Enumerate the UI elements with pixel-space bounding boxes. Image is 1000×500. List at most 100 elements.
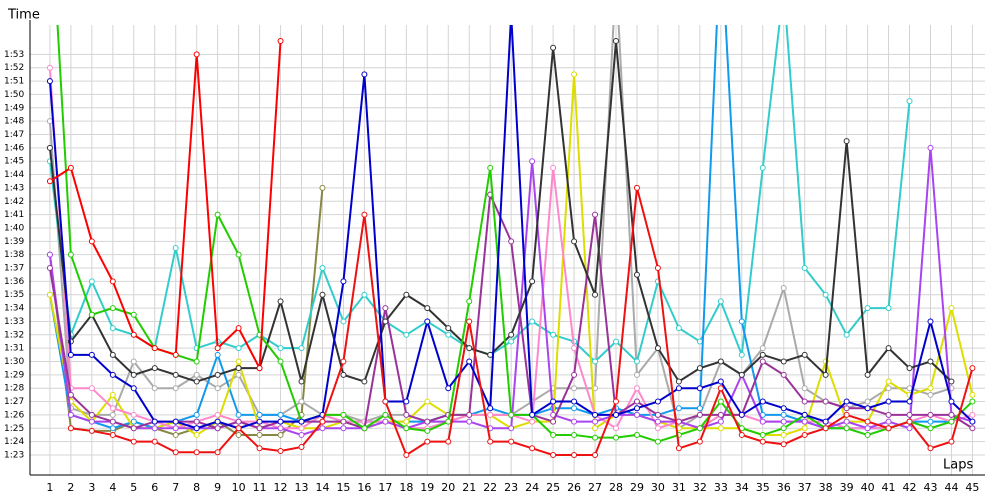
point — [759, 438, 766, 445]
point — [130, 331, 137, 338]
point — [696, 425, 703, 432]
point — [277, 358, 284, 365]
point — [675, 378, 682, 385]
x-tick-label: 5 — [130, 481, 137, 494]
point — [927, 358, 934, 365]
point — [277, 345, 284, 352]
series-line — [48, 25, 952, 430]
y-tick-label: 1:50 — [4, 90, 24, 100]
point — [256, 445, 263, 452]
point — [592, 418, 599, 425]
point — [487, 411, 494, 418]
point — [885, 378, 892, 385]
point — [193, 449, 200, 456]
point — [529, 278, 536, 285]
point — [759, 345, 766, 352]
point — [403, 451, 410, 458]
point — [130, 358, 137, 365]
point — [927, 318, 934, 325]
point — [759, 418, 766, 425]
point — [193, 425, 200, 432]
x-tick-label: 30 — [651, 481, 665, 494]
point — [843, 425, 850, 432]
point — [109, 425, 116, 432]
x-tick-label: 39 — [840, 481, 854, 494]
y-tick-label: 1:24 — [4, 437, 24, 447]
point — [298, 431, 305, 438]
point — [948, 411, 955, 418]
point — [696, 365, 703, 372]
point — [550, 431, 557, 438]
x-tick-label: 40 — [861, 481, 875, 494]
point — [508, 425, 515, 432]
x-tick-label: 9 — [214, 481, 221, 494]
point — [445, 418, 452, 425]
point — [67, 164, 74, 171]
point — [529, 445, 536, 452]
point — [256, 425, 263, 432]
point — [864, 418, 871, 425]
point — [864, 398, 871, 405]
point — [906, 98, 913, 105]
point — [46, 144, 53, 151]
point — [633, 385, 640, 392]
point — [382, 411, 389, 418]
point — [466, 345, 473, 352]
point — [592, 358, 599, 365]
point — [235, 325, 242, 332]
point — [612, 411, 619, 418]
y-tick-label: 1:51 — [4, 77, 24, 87]
point — [780, 425, 787, 432]
point — [529, 411, 536, 418]
y-tick-label: 1:44 — [4, 170, 24, 180]
x-tick-label: 14 — [315, 481, 329, 494]
point — [319, 418, 326, 425]
point — [633, 411, 640, 418]
x-tick-label: 22 — [483, 481, 497, 494]
point — [382, 418, 389, 425]
point — [298, 378, 305, 385]
x-tick-label: 10 — [232, 481, 246, 494]
point — [801, 425, 808, 432]
point — [759, 358, 766, 365]
y-tick-label: 1:52 — [4, 63, 24, 73]
point — [508, 338, 515, 345]
point — [109, 351, 116, 358]
point — [592, 425, 599, 432]
point — [780, 371, 787, 378]
point — [298, 425, 305, 432]
point — [172, 351, 179, 358]
point — [256, 411, 263, 418]
point — [571, 431, 578, 438]
x-tick-label: 43 — [923, 481, 937, 494]
point — [235, 411, 242, 418]
y-tick-label: 1:34 — [4, 304, 24, 314]
point — [46, 118, 53, 125]
series-line — [49, 40, 282, 372]
point — [487, 405, 494, 412]
point — [508, 331, 515, 338]
point — [927, 391, 934, 398]
point — [675, 325, 682, 332]
x-tick-label: 20 — [441, 481, 455, 494]
point — [906, 425, 913, 432]
point — [214, 345, 221, 352]
point — [571, 398, 578, 405]
point — [109, 405, 116, 412]
point — [948, 438, 955, 445]
point — [445, 385, 452, 392]
point — [403, 291, 410, 298]
point — [445, 325, 452, 332]
point — [592, 434, 599, 441]
y-tick-label: 1:39 — [4, 237, 24, 247]
point — [738, 351, 745, 358]
point — [235, 345, 242, 352]
point — [780, 441, 787, 448]
point — [403, 411, 410, 418]
point — [130, 411, 137, 418]
x-tick-label: 26 — [567, 481, 581, 494]
y-tick-label: 1:41 — [4, 210, 24, 220]
point — [927, 411, 934, 418]
x-tick-label: 24 — [525, 481, 539, 494]
point — [235, 365, 242, 372]
